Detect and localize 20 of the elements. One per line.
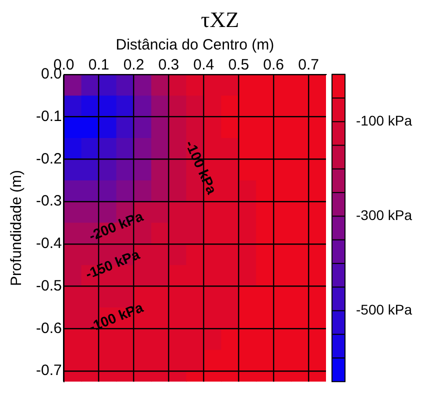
y-tick-label: -0.7 — [36, 362, 62, 380]
color-bar-label: -300 kPa — [356, 207, 412, 224]
x-axis-title: Distância do Centro (m) — [116, 36, 274, 54]
x-tick-label: 0.7 — [298, 56, 319, 74]
color-bar-label: -500 kPa — [356, 302, 412, 318]
x-tick-label: 0.3 — [158, 56, 180, 74]
y-tick-label: -0.4 — [36, 235, 62, 252]
y-tick-label: -0.1 — [36, 108, 62, 125]
y-tick-label: -0.3 — [36, 192, 62, 210]
color-bar-label: -100 kPa — [356, 112, 412, 129]
y-tick-label: -0.2 — [36, 150, 62, 168]
x-tick-label: 0.4 — [193, 56, 214, 74]
x-tick-label: 0.2 — [123, 56, 144, 74]
y-tick-label: -0.5 — [36, 277, 62, 294]
x-tick-label: 0.6 — [263, 56, 284, 74]
y-axis-title: Profundidade (m) — [8, 170, 26, 286]
y-tick-label: -0.6 — [36, 320, 62, 337]
x-tick-label: 0.1 — [88, 56, 110, 74]
x-tick-label: 0.5 — [228, 56, 250, 74]
chart-title: τXZ — [200, 6, 240, 32]
